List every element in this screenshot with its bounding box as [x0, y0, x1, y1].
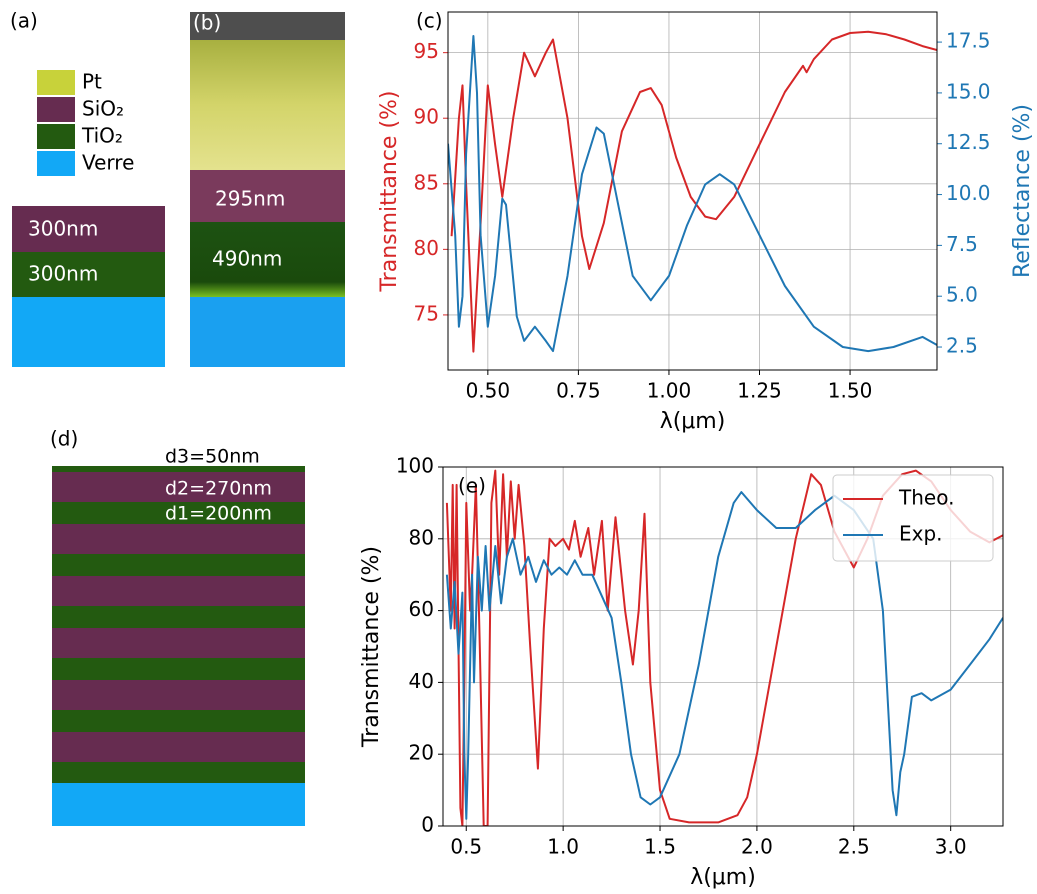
data-line — [445, 469, 1003, 826]
legend-label: Theo. — [898, 486, 954, 510]
x-tick-label: 0.50 — [466, 379, 511, 403]
tio2-layer — [52, 502, 305, 524]
sio2-layer — [190, 170, 345, 222]
x-tick-label: 0.75 — [556, 379, 601, 403]
y-tick-label: 75 — [414, 301, 439, 325]
tio2-layer — [52, 466, 305, 472]
x-tick-label: 1.5 — [644, 835, 676, 859]
y-tick-label: 80 — [414, 236, 439, 260]
glass-layer — [190, 297, 345, 367]
sio2-layer — [12, 206, 165, 252]
y2-axis-label: Reflectance (%) — [1010, 104, 1035, 278]
plot-frame — [447, 11, 938, 371]
legend-label: Exp. — [899, 522, 943, 546]
y2-tick-label: 5.0 — [946, 283, 978, 307]
y2-tick-label: 15.0 — [946, 79, 991, 103]
layer-label: 300nm — [28, 217, 98, 241]
y2-tick-label: 17.5 — [946, 29, 991, 53]
data-line — [450, 30, 937, 353]
legend-label: Verre — [82, 151, 134, 175]
y-axis-label: Transmittance (%) — [359, 546, 384, 748]
tio2-layer — [52, 762, 305, 783]
material-legend: Pt SiO₂ TiO₂ Verre — [37, 70, 134, 176]
layer-label: d2=270nm — [165, 478, 272, 500]
layer-label: 490nm — [212, 247, 282, 271]
x-tick-label: 0.5 — [450, 835, 482, 859]
legend-swatch — [37, 97, 75, 122]
pt-layer — [190, 40, 345, 170]
tio2-layer — [12, 252, 165, 297]
y-tick-label: 0 — [421, 813, 434, 837]
y-tick-label: 100 — [396, 454, 434, 478]
legend-label: TiO₂ — [81, 124, 123, 148]
legend-swatch — [37, 124, 75, 149]
sio2-layer — [52, 680, 305, 710]
panel-label: (c) — [416, 9, 443, 33]
data-line — [445, 491, 1003, 820]
y2-tick-label: 10.0 — [946, 181, 991, 205]
panel-label: (d) — [50, 427, 78, 451]
y-tick-label: 95 — [414, 39, 439, 63]
sio2-layer — [52, 732, 305, 762]
x-tick-label: 1.25 — [737, 379, 782, 403]
tio2-layer — [52, 606, 305, 628]
tio2-layer — [52, 710, 305, 732]
layer-label: d1=200nm — [165, 503, 272, 525]
y-tick-label: 80 — [409, 525, 434, 549]
y2-tick-label: 2.5 — [946, 334, 978, 358]
layer-label: d3=50nm — [165, 446, 260, 468]
legend-swatch — [37, 151, 75, 176]
sem-top — [190, 12, 345, 40]
y-tick-label: 90 — [414, 105, 439, 129]
panel-label: (a) — [10, 9, 38, 33]
layer-label: 300nm — [28, 262, 98, 286]
glass-layer — [52, 783, 305, 826]
panel-label: (e) — [458, 474, 486, 498]
y-tick-label: 85 — [414, 170, 439, 194]
y2-tick-label: 12.5 — [946, 130, 991, 154]
plot-frame — [442, 466, 1004, 827]
x-tick-label: 1.00 — [647, 379, 692, 403]
x-tick-label: 1.50 — [828, 379, 873, 403]
tio2-layer — [52, 658, 305, 680]
panel-label: (b) — [193, 11, 221, 35]
sio2-layer — [52, 524, 305, 554]
tio2-layer — [52, 554, 305, 576]
x-tick-label: 3.0 — [935, 835, 967, 859]
y-axis-label: Transmittance (%) — [377, 90, 402, 292]
y-tick-label: 40 — [409, 669, 434, 693]
layer-label: 295nm — [215, 187, 285, 211]
x-tick-label: 1.0 — [547, 835, 579, 859]
y-tick-label: 20 — [409, 741, 434, 765]
x-axis-label: λ(μm) — [660, 409, 726, 434]
sio2-layer — [52, 472, 305, 502]
glass-layer — [12, 297, 165, 367]
legend-swatch — [37, 70, 75, 95]
x-axis-label: λ(μm) — [690, 865, 756, 890]
multilayer-stack — [52, 466, 305, 826]
legend-box — [832, 474, 994, 562]
sio2-layer — [52, 576, 305, 606]
legend-label: SiO₂ — [82, 97, 124, 121]
x-tick-label: 2.5 — [838, 835, 870, 859]
data-line — [448, 35, 937, 353]
y2-tick-label: 7.5 — [946, 232, 978, 256]
y-tick-label: 60 — [409, 597, 434, 621]
legend-label: Pt — [82, 70, 102, 94]
x-tick-label: 2.0 — [741, 835, 773, 859]
sio2-layer — [52, 628, 305, 658]
tio2-layer — [190, 222, 345, 297]
